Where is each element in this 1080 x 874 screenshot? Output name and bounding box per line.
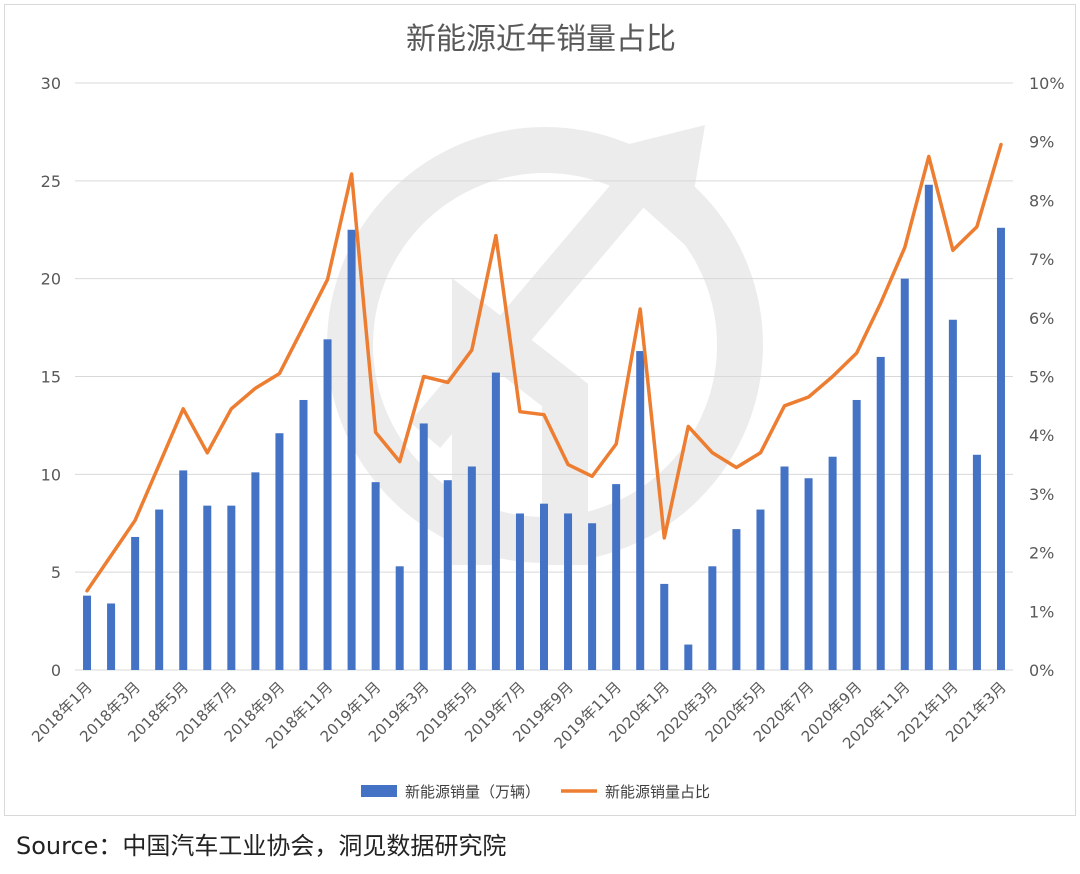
bar: [636, 351, 645, 670]
left-tick-label: 0: [51, 661, 61, 680]
bar: [756, 509, 765, 670]
bar: [996, 227, 1005, 670]
left-axis: 0 5 10 15 20 25 30: [41, 74, 61, 680]
right-tick-label: 10%: [1029, 74, 1065, 93]
right-tick-label: 3%: [1029, 485, 1054, 504]
right-axis: 0% 1% 2% 3% 4% 5% 6% 7% 8% 9% 10%: [1029, 74, 1065, 680]
left-tick-label: 20: [41, 270, 61, 289]
legend-label-line: 新能源销量占比: [605, 783, 710, 801]
right-tick-label: 2%: [1029, 544, 1054, 563]
bar: [540, 503, 548, 670]
left-tick-label: 15: [41, 368, 61, 387]
bar: [515, 513, 524, 670]
bar: [828, 456, 837, 670]
right-tick-label: 0%: [1029, 661, 1054, 680]
bar: [227, 505, 236, 670]
bar: [83, 595, 92, 670]
bar: [612, 484, 621, 670]
bar: [924, 184, 933, 670]
bar: [660, 583, 669, 670]
legend-swatch-bar: [361, 785, 397, 797]
source-note: Source：中国汽车工业协会，洞见数据研究院: [16, 832, 507, 860]
bar-series: [83, 184, 1005, 670]
bar: [251, 472, 260, 670]
bar: [323, 339, 332, 670]
bar: [564, 513, 573, 670]
bar: [684, 644, 693, 670]
bar: [732, 529, 741, 670]
bar: [443, 480, 452, 670]
bar: [131, 536, 140, 670]
bar: [107, 603, 116, 670]
right-tick-label: 8%: [1029, 191, 1054, 210]
left-tick-label: 5: [51, 563, 61, 582]
line-series: [85, 142, 1003, 593]
right-tick-label: 6%: [1029, 309, 1054, 328]
bar: [948, 319, 957, 670]
bar: [876, 356, 885, 670]
bar: [203, 505, 212, 670]
bar: [155, 509, 164, 670]
share-line: [85, 142, 1003, 593]
chart: 新能源近年销量占比 0 5 10 15 20 25 30 0% 1% 2% 3% 4% 5% 6% 7% 8…: [28, 22, 1065, 801]
bar: [299, 399, 308, 670]
bar: [900, 278, 909, 670]
right-tick-label: 1%: [1029, 602, 1054, 621]
x-axis: 2018年1月2018年3月2018年5月2018年7月2018年9月2018年…: [28, 678, 1010, 752]
bar: [371, 482, 380, 670]
bar: [491, 372, 500, 670]
right-tick-label: 4%: [1029, 426, 1054, 445]
left-tick-label: 25: [41, 172, 61, 191]
bar: [780, 466, 789, 670]
right-tick-label: 7%: [1029, 250, 1054, 269]
right-tick-label: 5%: [1029, 368, 1054, 387]
left-tick-label: 30: [41, 74, 61, 93]
chart-frame: 新能源近年销量占比 0 5 10 15 20 25 30 0% 1% 2% 3% 4% 5% 6% 7% 8…: [4, 4, 1076, 816]
bar: [395, 566, 404, 670]
watermark: [327, 125, 763, 565]
right-tick-label: 9%: [1029, 133, 1054, 152]
bar: [852, 399, 861, 670]
bar: [179, 470, 188, 670]
chart-title: 新能源近年销量占比: [406, 22, 676, 57]
bar: [972, 454, 981, 670]
bar: [467, 466, 476, 670]
legend-label-bar: 新能源销量（万辆）: [405, 783, 540, 801]
bar: [708, 566, 717, 670]
bar: [588, 523, 597, 670]
bar: [347, 229, 356, 670]
left-tick-label: 10: [41, 465, 61, 484]
bar: [275, 433, 284, 670]
legend: 新能源销量（万辆） 新能源销量占比: [361, 783, 710, 801]
bar: [419, 423, 428, 670]
bar: [804, 478, 813, 670]
